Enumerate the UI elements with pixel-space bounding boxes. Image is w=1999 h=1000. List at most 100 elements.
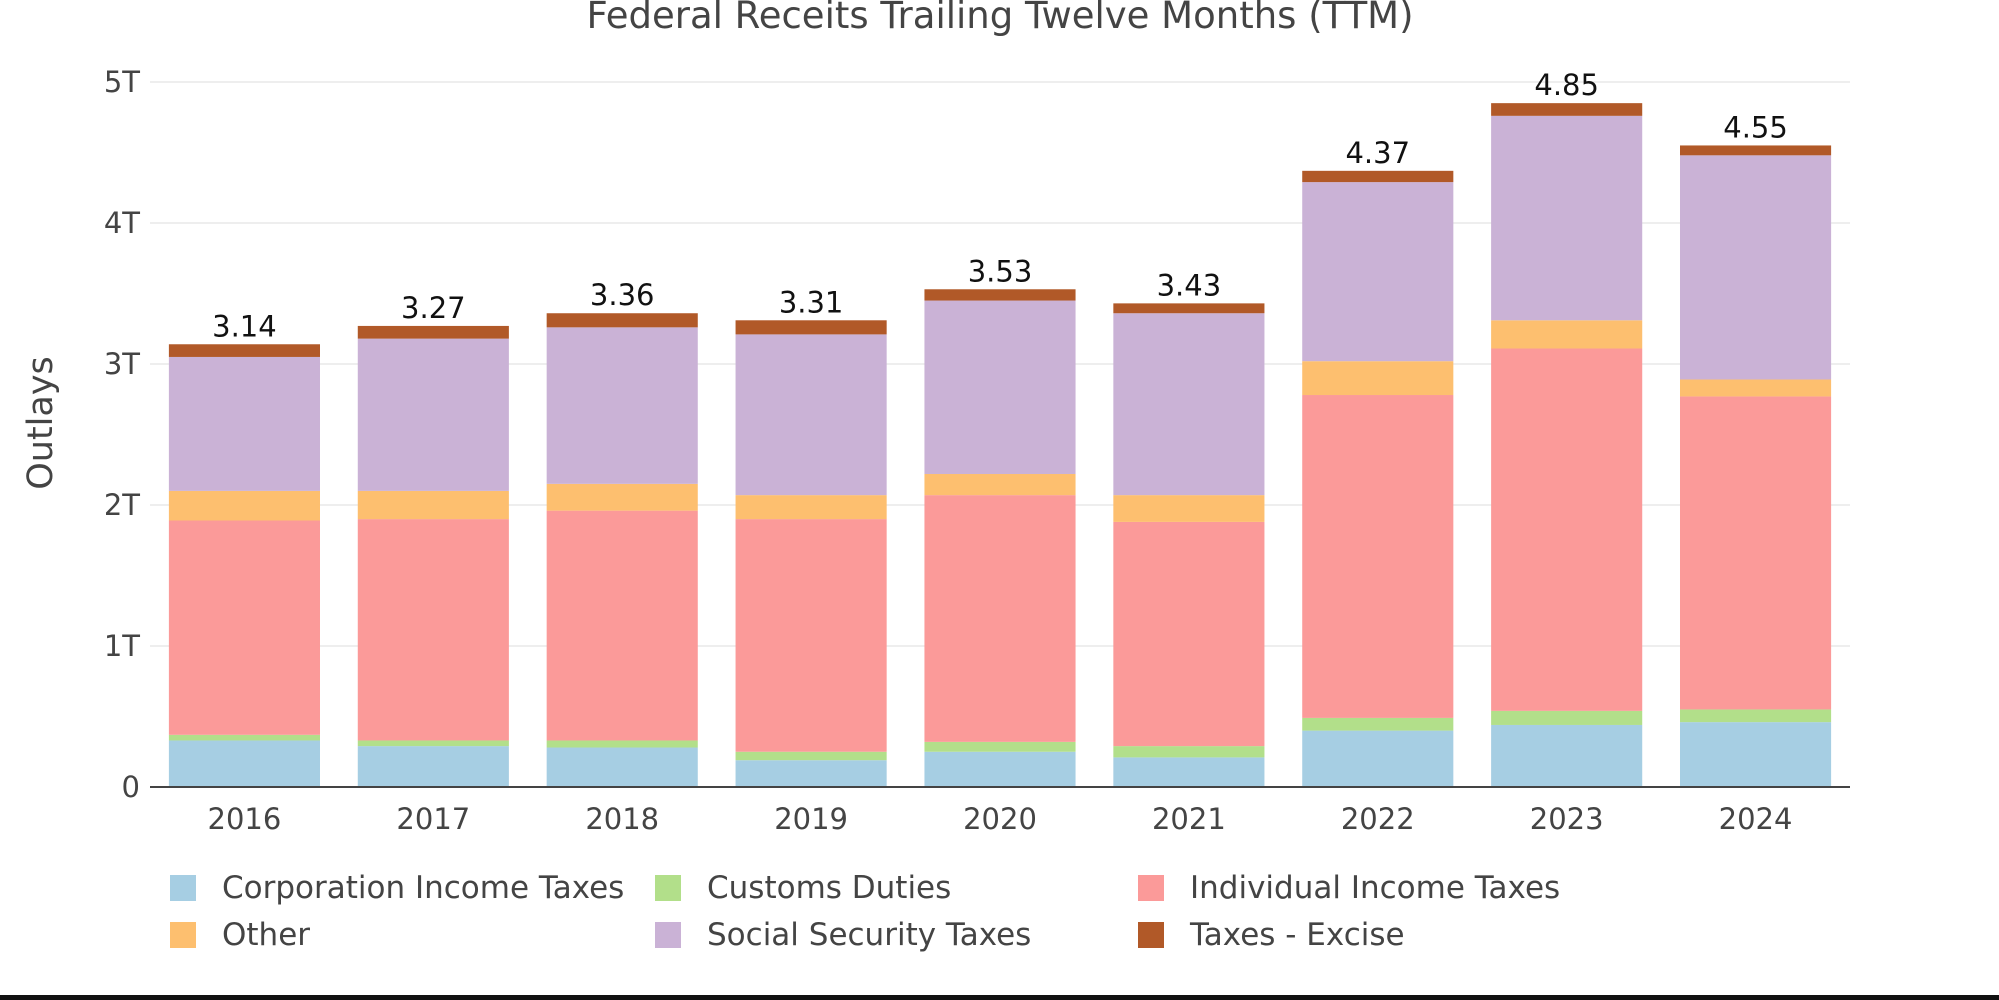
- bar-taxes-excise-2020: [924, 289, 1076, 301]
- bar-customs-duties-2024: [1680, 709, 1832, 723]
- total-label-2022: 4.37: [1345, 136, 1410, 170]
- bar-individual-income-taxes-2016: [168, 520, 320, 735]
- legend-item-individual-income-taxes[interactable]: Individual Income Taxes: [1138, 870, 1560, 906]
- bar-other-2020: [924, 473, 1076, 496]
- bar-corporation-income-taxes-2023: [1491, 724, 1643, 787]
- legend-swatch: [655, 922, 681, 948]
- total-label-2017: 3.27: [401, 291, 466, 325]
- bar-corporation-income-taxes-2021: [1113, 757, 1265, 787]
- legend-label: Corporation Income Taxes: [222, 870, 625, 906]
- bar-corporation-income-taxes-2022: [1302, 730, 1454, 787]
- legend-swatch: [170, 922, 196, 948]
- y-tick-label: 4T: [104, 206, 140, 240]
- y-axis-ticks: 0 1T 2T 3T 4T 5T: [104, 65, 140, 804]
- total-label-2019: 3.31: [779, 285, 844, 319]
- bar-corporation-income-taxes-2018: [546, 747, 698, 787]
- bar-individual-income-taxes-2020: [924, 495, 1076, 742]
- x-tick-label-2016: 2016: [208, 802, 282, 836]
- total-label-2024: 4.55: [1723, 110, 1788, 144]
- y-tick-label: 3T: [104, 347, 140, 381]
- chart-title: Federal Receits Trailing Twelve Months (…: [586, 0, 1413, 37]
- bar-taxes-excise-2016: [168, 344, 320, 357]
- legend-swatch: [1138, 922, 1164, 948]
- x-axis-ticks: 2016 2017 2018 2019 2020 2021 2022 2023 2024: [208, 802, 1793, 836]
- legend-item-corporation-income-taxes[interactable]: Corporation Income Taxes: [170, 870, 624, 906]
- bar-corporation-income-taxes-2024: [1680, 722, 1832, 787]
- bar-social-security-taxes-2019: [735, 334, 887, 496]
- legend-item-taxes-excise[interactable]: Taxes - Excise: [1138, 917, 1405, 953]
- legend-swatch: [170, 875, 196, 901]
- x-tick-label-2019: 2019: [774, 802, 848, 836]
- legend-swatch: [1138, 875, 1164, 901]
- y-tick-label: 2T: [104, 488, 140, 522]
- legend: Corporation Income Taxes Customs Duties In…: [170, 870, 1770, 970]
- bar-other-2016: [168, 490, 320, 521]
- bar-customs-duties-2016: [168, 734, 320, 741]
- x-tick-label-2017: 2017: [396, 802, 470, 836]
- legend-item-other[interactable]: Other: [170, 917, 310, 953]
- bar-customs-duties-2022: [1302, 717, 1454, 731]
- bar-other-2017: [357, 490, 509, 520]
- bar-other-2018: [546, 483, 698, 511]
- total-label-2021: 3.43: [1157, 268, 1222, 302]
- bar-individual-income-taxes-2023: [1491, 348, 1643, 711]
- y-tick-label: 0: [122, 770, 140, 804]
- x-tick-label-2018: 2018: [585, 802, 659, 836]
- bar-taxes-excise-2018: [546, 313, 698, 328]
- x-tick-label-2023: 2023: [1530, 802, 1604, 836]
- bar-individual-income-taxes-2019: [735, 519, 887, 752]
- legend-label: Taxes - Excise: [1190, 917, 1405, 953]
- bar-customs-duties-2020: [924, 741, 1076, 752]
- x-tick-label-2021: 2021: [1152, 802, 1226, 836]
- bar-individual-income-taxes-2018: [546, 510, 698, 741]
- bar-social-security-taxes-2024: [1680, 155, 1832, 380]
- legend-swatch: [655, 875, 681, 901]
- x-tick-label-2020: 2020: [963, 802, 1037, 836]
- legend-label: Customs Duties: [707, 870, 952, 906]
- bar-other-2019: [735, 495, 887, 520]
- bar-individual-income-taxes-2021: [1113, 521, 1265, 747]
- legend-label: Social Security Taxes: [707, 917, 1032, 953]
- bar-social-security-taxes-2016: [168, 356, 320, 491]
- bar-taxes-excise-2024: [1680, 145, 1832, 156]
- bar-corporation-income-taxes-2016: [168, 740, 320, 787]
- bar-taxes-excise-2021: [1113, 303, 1265, 314]
- bar-area: [168, 103, 1832, 787]
- bar-customs-duties-2018: [546, 740, 698, 748]
- bar-social-security-taxes-2022: [1302, 182, 1454, 362]
- bar-other-2023: [1491, 320, 1643, 349]
- bar-taxes-excise-2019: [735, 320, 887, 335]
- bar-individual-income-taxes-2022: [1302, 395, 1454, 718]
- total-label-2020: 3.53: [968, 254, 1033, 288]
- x-tick-label-2024: 2024: [1719, 802, 1793, 836]
- x-tick-label-2022: 2022: [1341, 802, 1415, 836]
- bar-other-2024: [1680, 379, 1832, 397]
- y-tick-label: 1T: [104, 629, 140, 663]
- y-axis-label: Outlays: [21, 356, 61, 490]
- legend-item-social-security-taxes[interactable]: Social Security Taxes: [655, 917, 1031, 953]
- bar-other-2021: [1113, 495, 1265, 522]
- legend-label: Other: [222, 917, 311, 953]
- legend-item-customs-duties[interactable]: Customs Duties: [655, 870, 951, 906]
- total-label-2018: 3.36: [590, 278, 655, 312]
- bar-customs-duties-2023: [1491, 710, 1643, 725]
- bar-corporation-income-taxes-2020: [924, 751, 1076, 787]
- bar-customs-duties-2017: [357, 740, 509, 747]
- bar-social-security-taxes-2023: [1491, 115, 1643, 321]
- bar-taxes-excise-2017: [357, 325, 509, 339]
- bar-social-security-taxes-2017: [357, 338, 509, 491]
- total-label-2016: 3.14: [212, 309, 277, 343]
- bar-corporation-income-taxes-2019: [735, 760, 887, 787]
- bar-corporation-income-taxes-2017: [357, 746, 509, 787]
- legend-label: Individual Income Taxes: [1190, 870, 1561, 906]
- bar-customs-duties-2019: [735, 751, 887, 761]
- total-label-2023: 4.85: [1534, 68, 1599, 102]
- bar-individual-income-taxes-2017: [357, 519, 509, 741]
- total-labels: 3.14 3.27 3.36 3.31 3.53 3.43 4.37 4.85 4.55: [212, 68, 1788, 343]
- bar-other-2022: [1302, 361, 1454, 396]
- bar-social-security-taxes-2018: [546, 327, 698, 484]
- bar-customs-duties-2021: [1113, 746, 1265, 758]
- bar-social-security-taxes-2021: [1113, 313, 1265, 496]
- bar-taxes-excise-2022: [1302, 170, 1454, 183]
